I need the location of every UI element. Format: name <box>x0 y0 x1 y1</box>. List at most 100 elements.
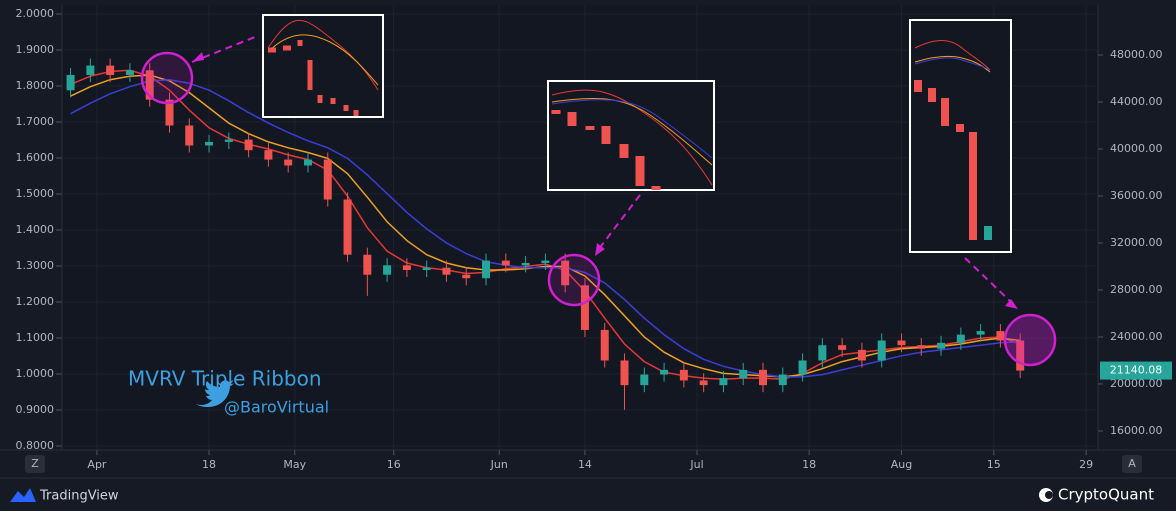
candle-body <box>778 374 787 386</box>
x-tick-label: 29 <box>1079 458 1093 471</box>
y-tick-label: 1.9000 <box>16 43 55 56</box>
candle-body <box>561 260 570 286</box>
y-tick-label: 0.9000 <box>16 403 55 416</box>
zoom-box <box>262 14 384 118</box>
candle-body <box>541 260 550 263</box>
candle-body <box>917 345 926 349</box>
y2-tick-label: 28000.00 <box>1110 283 1163 296</box>
candle-body <box>363 254 372 275</box>
y2-tick-label: 24000.00 <box>1110 330 1163 343</box>
zoom-line <box>551 98 713 166</box>
y-tick-label: 1.3000 <box>16 259 55 272</box>
y-tick-label: 0.8000 <box>16 439 55 452</box>
highlight-circle <box>547 253 601 307</box>
y-tick-label: 1.2000 <box>16 295 55 308</box>
zoom-line <box>551 89 713 186</box>
y-tick-label: 1.4000 <box>16 223 55 236</box>
ticks: 0.8000 0.9000 1.0000 1.1000 1.2000 1.3000 1.40… <box>16 7 1172 471</box>
candle-body <box>976 331 985 335</box>
highlight-circle <box>1003 313 1057 367</box>
candle-body <box>462 274 471 279</box>
candle-body <box>501 260 510 266</box>
y2-tick-label: 44000.00 <box>1110 95 1163 108</box>
candle-body <box>402 265 411 271</box>
candle-body <box>857 349 866 361</box>
candle-body <box>165 99 174 126</box>
y-tick-label: 1.1000 <box>16 331 55 344</box>
x-tick-label: Jun <box>490 458 508 471</box>
cryptoquant-logo-inner <box>1045 491 1053 499</box>
candle-body <box>1016 340 1025 371</box>
y2-tick-label: 20000.00 <box>1110 377 1163 390</box>
zoom-line <box>551 99 713 159</box>
candle-body <box>264 150 273 160</box>
candle-body <box>343 199 352 255</box>
highlight-circle <box>140 51 194 105</box>
auto-button[interactable] <box>1122 455 1142 473</box>
x-tick-label: Aug <box>891 458 912 471</box>
arrow-head <box>192 52 204 62</box>
y2-tick-label: 40000.00 <box>1110 142 1163 155</box>
y-tick-label: 2.0000 <box>16 7 55 20</box>
candle-body <box>66 74 75 91</box>
x-tick-label: Apr <box>87 458 107 471</box>
zoom-candles <box>268 40 359 116</box>
candle-body <box>303 159 312 166</box>
candle-body <box>442 267 451 275</box>
price-label: 21140.08 <box>1110 364 1163 377</box>
candle-body <box>877 340 886 361</box>
annotations <box>140 14 1057 367</box>
candle-body <box>719 378 728 386</box>
x-tick-label: 14 <box>578 458 592 471</box>
zoom-button-label[interactable]: Z <box>31 457 39 470</box>
auto-button-label[interactable]: A <box>1128 457 1136 470</box>
candle-body <box>323 159 332 200</box>
candle-body <box>106 65 115 75</box>
candle-body <box>798 360 807 375</box>
x-tick-label: Jul <box>689 458 703 471</box>
y-tick-label: 1.7000 <box>16 115 55 128</box>
y-tick-label: 1.0000 <box>16 367 55 380</box>
zoom-candles <box>551 110 661 190</box>
arrow <box>964 257 1013 304</box>
candle-body <box>620 360 629 386</box>
y2-tick-label: 48000.00 <box>1110 48 1163 61</box>
cryptoquant-brand: CryptoQuant <box>1058 486 1154 504</box>
zoom-candles <box>914 80 977 240</box>
tradingview-brand: TradingView <box>39 489 119 504</box>
y-tick-label: 1.5000 <box>16 187 55 200</box>
tradingview-logo <box>10 488 36 502</box>
zoom-button[interactable] <box>25 455 45 473</box>
candle-body <box>521 262 530 266</box>
price-label-box <box>1100 361 1172 380</box>
y-tick-label: 1.6000 <box>16 151 55 164</box>
zoom-line <box>267 34 379 86</box>
candles <box>66 58 1025 410</box>
candle-body <box>897 340 906 346</box>
candle-body <box>758 369 767 386</box>
zoom-box <box>909 19 1012 253</box>
y2-tick-label: 16000.00 <box>1110 424 1163 437</box>
candle-body <box>739 369 748 379</box>
watermark-author: @BaroVirtual <box>224 398 329 417</box>
twitter-icon <box>196 380 234 407</box>
candle-body <box>838 345 847 350</box>
y-tick-label: 1.8000 <box>16 79 55 92</box>
arrow-head <box>595 243 605 256</box>
candle-body <box>383 265 392 275</box>
candle-body <box>660 369 669 375</box>
y2-tick-label: 36000.00 <box>1110 189 1163 202</box>
x-tick-label: May <box>283 458 306 471</box>
candle-body <box>482 260 491 279</box>
x-tick-label: 16 <box>387 458 401 471</box>
zoom-box <box>547 80 715 191</box>
candle-body <box>205 141 214 146</box>
candle-body <box>86 65 95 75</box>
x-tick-label: 18 <box>202 458 216 471</box>
candle-body <box>422 267 431 271</box>
candle-body <box>640 374 649 386</box>
arrow-head <box>1005 299 1018 309</box>
candle-body <box>125 70 134 75</box>
